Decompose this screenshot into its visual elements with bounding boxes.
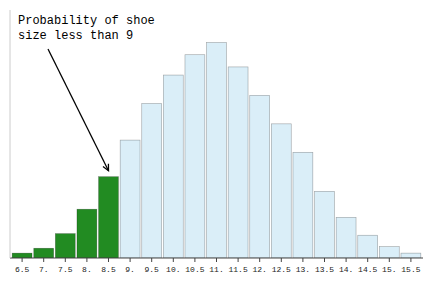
annotation: Probability of shoesize less than 9 [18, 14, 155, 43]
x-tick-label: 14. [339, 265, 353, 274]
bar [228, 67, 248, 258]
x-tick-label: 9.5 [144, 265, 159, 274]
x-tick-label: 8.5 [101, 265, 116, 274]
x-tick-label: 10.5 [185, 265, 204, 274]
x-tick-label: 8. [82, 265, 92, 274]
x-tick-label: 10. [166, 265, 180, 274]
bar [271, 124, 291, 258]
x-tick-label: 6.5 [15, 265, 30, 274]
x-tick [410, 258, 411, 262]
x-tick [65, 258, 66, 262]
x-tick [238, 258, 239, 262]
bar [142, 104, 162, 258]
x-tick [108, 258, 109, 262]
x-tick-label: 7.5 [58, 265, 73, 274]
annotation-arrowhead [103, 164, 109, 171]
x-tick-label: 13. [296, 265, 310, 274]
bar [336, 217, 356, 258]
x-tick [367, 258, 368, 262]
y-axis-line [10, 10, 11, 258]
x-tick [259, 258, 260, 262]
annotation-arrow [48, 49, 108, 171]
x-tick-label: 13.5 [315, 265, 334, 274]
bar [207, 43, 227, 258]
bar [163, 75, 183, 258]
x-tick [302, 258, 303, 262]
x-tick [281, 258, 282, 262]
x-tick [194, 258, 195, 262]
bar [55, 234, 75, 258]
x-tick-label: 11. [209, 265, 223, 274]
bar [34, 248, 54, 258]
x-tick [86, 258, 87, 262]
x-tick [130, 258, 131, 262]
x-tick-label: 15.5 [401, 265, 420, 274]
bar [358, 235, 378, 258]
x-tick [389, 258, 390, 262]
x-tick [151, 258, 152, 262]
bar [120, 140, 140, 258]
bar [401, 253, 421, 258]
bars [12, 43, 421, 258]
x-tick-label: 14.5 [358, 265, 377, 274]
x-tick-label: 11.5 [228, 265, 247, 274]
bar [315, 191, 335, 258]
bar [12, 253, 32, 258]
x-tick [346, 258, 347, 262]
bar [250, 95, 270, 258]
bar [99, 177, 119, 258]
x-tick [22, 258, 23, 262]
x-tick [324, 258, 325, 262]
x-tick-label: 12.5 [272, 265, 291, 274]
x-tick-label: 15. [382, 265, 396, 274]
x-tick-label: 12. [252, 265, 266, 274]
annotation-line: size less than 9 [18, 29, 133, 43]
x-tick [216, 258, 217, 262]
bar [77, 209, 97, 258]
x-tick [173, 258, 174, 262]
x-tick [43, 258, 44, 262]
bar [185, 55, 205, 258]
x-tick-label: 9. [125, 265, 135, 274]
chart: 6.5 7. 7.5 8. 8.5 9. 9.5 10. 10.5 11. 11.5 12. 12.5 1… [0, 0, 433, 282]
x-tick-label: 7. [39, 265, 49, 274]
bar [379, 247, 399, 258]
bar [293, 152, 313, 258]
annotation-line: Probability of shoe [18, 14, 155, 28]
